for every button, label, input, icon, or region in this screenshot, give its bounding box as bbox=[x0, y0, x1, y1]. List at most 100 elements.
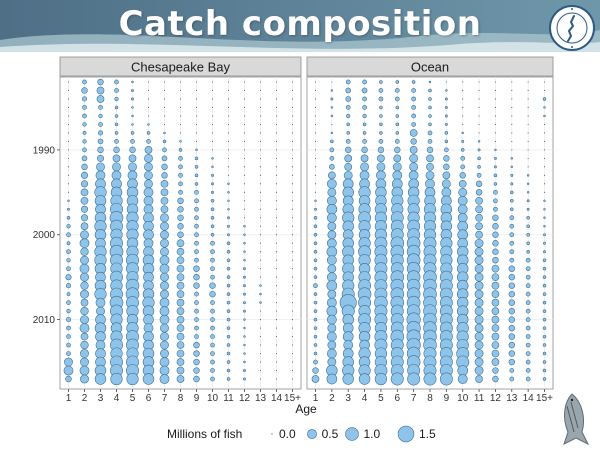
data-bubble bbox=[210, 207, 215, 212]
data-bubble bbox=[243, 343, 246, 347]
x-tick-label: 6 bbox=[146, 393, 152, 404]
data-bubble bbox=[259, 259, 262, 261]
data-bubble bbox=[80, 205, 89, 213]
data-bubble bbox=[444, 106, 448, 109]
data-bubble bbox=[176, 366, 185, 375]
data-bubble bbox=[80, 171, 89, 179]
data-bubble bbox=[159, 263, 170, 274]
striped-bass-icon bbox=[563, 393, 590, 446]
legend-bubble bbox=[307, 429, 317, 439]
data-bubble bbox=[475, 196, 483, 205]
data-bubble bbox=[159, 365, 170, 376]
data-bubble bbox=[411, 88, 416, 93]
data-bubble bbox=[492, 257, 499, 264]
data-bubble bbox=[428, 88, 432, 93]
data-bubble bbox=[361, 87, 368, 94]
data-bubble bbox=[176, 358, 185, 366]
data-bubble bbox=[226, 343, 231, 347]
y-tick-label: 1990 bbox=[33, 145, 56, 156]
data-bubble bbox=[160, 213, 169, 223]
data-bubble bbox=[67, 191, 70, 193]
data-bubble bbox=[493, 173, 498, 178]
data-bubble bbox=[313, 283, 318, 289]
data-bubble bbox=[313, 359, 318, 365]
data-bubble bbox=[176, 247, 185, 256]
data-bubble bbox=[176, 273, 185, 282]
data-bubble bbox=[328, 171, 336, 180]
data-bubble bbox=[527, 98, 529, 100]
data-bubble bbox=[226, 266, 231, 271]
data-bubble bbox=[63, 365, 74, 376]
panel-strip bbox=[59, 56, 302, 77]
data-bubble bbox=[67, 132, 70, 134]
data-bubble bbox=[527, 81, 529, 83]
data-bubble bbox=[243, 326, 246, 330]
data-bubble bbox=[526, 216, 530, 220]
data-bubble bbox=[147, 106, 150, 109]
data-bubble bbox=[194, 182, 199, 186]
data-bubble bbox=[494, 98, 496, 100]
data-bubble bbox=[327, 289, 337, 299]
data-bubble bbox=[179, 106, 182, 109]
data-bubble bbox=[131, 89, 134, 92]
data-bubble bbox=[163, 131, 166, 135]
data-bubble bbox=[326, 212, 337, 223]
data-bubble bbox=[330, 106, 334, 109]
data-bubble bbox=[378, 96, 384, 102]
data-bubble bbox=[67, 81, 70, 83]
data-bubble bbox=[243, 98, 246, 100]
data-bubble bbox=[425, 170, 435, 180]
data-bubble bbox=[326, 331, 337, 342]
data-bubble bbox=[313, 232, 318, 237]
data-bubble bbox=[259, 225, 262, 227]
data-bubble bbox=[395, 80, 400, 84]
data-bubble bbox=[474, 264, 484, 274]
data-bubble bbox=[80, 332, 89, 341]
data-bubble bbox=[462, 81, 464, 83]
data-bubble bbox=[542, 368, 547, 373]
data-bubble bbox=[411, 105, 416, 110]
data-bubble bbox=[243, 149, 246, 151]
data-bubble bbox=[275, 293, 278, 295]
x-tick-label: 2 bbox=[329, 393, 335, 404]
data-bubble bbox=[291, 378, 294, 380]
data-bubble bbox=[439, 372, 453, 386]
data-bubble bbox=[326, 255, 337, 266]
x-tick-label: 10 bbox=[207, 393, 219, 404]
data-bubble bbox=[508, 299, 515, 306]
data-bubble bbox=[82, 105, 87, 110]
panel-strip-label: Chesapeake Bay bbox=[131, 60, 231, 75]
data-bubble bbox=[259, 352, 262, 355]
data-bubble bbox=[227, 81, 230, 83]
data-bubble bbox=[161, 155, 168, 162]
data-bubble bbox=[243, 81, 246, 83]
data-bubble bbox=[162, 147, 167, 153]
data-bubble bbox=[176, 349, 185, 358]
data-bubble bbox=[195, 132, 198, 134]
data-bubble bbox=[79, 263, 90, 274]
data-bubble bbox=[291, 319, 294, 321]
data-bubble bbox=[314, 98, 317, 100]
data-bubble bbox=[210, 342, 215, 348]
data-bubble bbox=[176, 239, 185, 248]
data-bubble bbox=[426, 146, 434, 154]
x-tick-label: 9 bbox=[444, 393, 450, 404]
data-bubble bbox=[195, 140, 198, 142]
data-bubble bbox=[291, 369, 294, 372]
data-bubble bbox=[462, 89, 464, 92]
data-bubble bbox=[195, 81, 198, 83]
data-bubble bbox=[525, 359, 531, 365]
data-bubble bbox=[491, 315, 500, 324]
data-bubble bbox=[80, 306, 89, 316]
data-bubble bbox=[179, 89, 182, 92]
x-tick-label: 7 bbox=[162, 393, 168, 404]
data-bubble bbox=[291, 285, 294, 287]
data-bubble bbox=[327, 323, 337, 333]
data-bubble bbox=[543, 140, 546, 142]
data-bubble bbox=[291, 276, 294, 278]
data-bubble bbox=[67, 140, 70, 142]
data-bubble bbox=[291, 166, 294, 168]
data-bubble bbox=[275, 310, 278, 312]
data-bubble bbox=[457, 374, 468, 384]
